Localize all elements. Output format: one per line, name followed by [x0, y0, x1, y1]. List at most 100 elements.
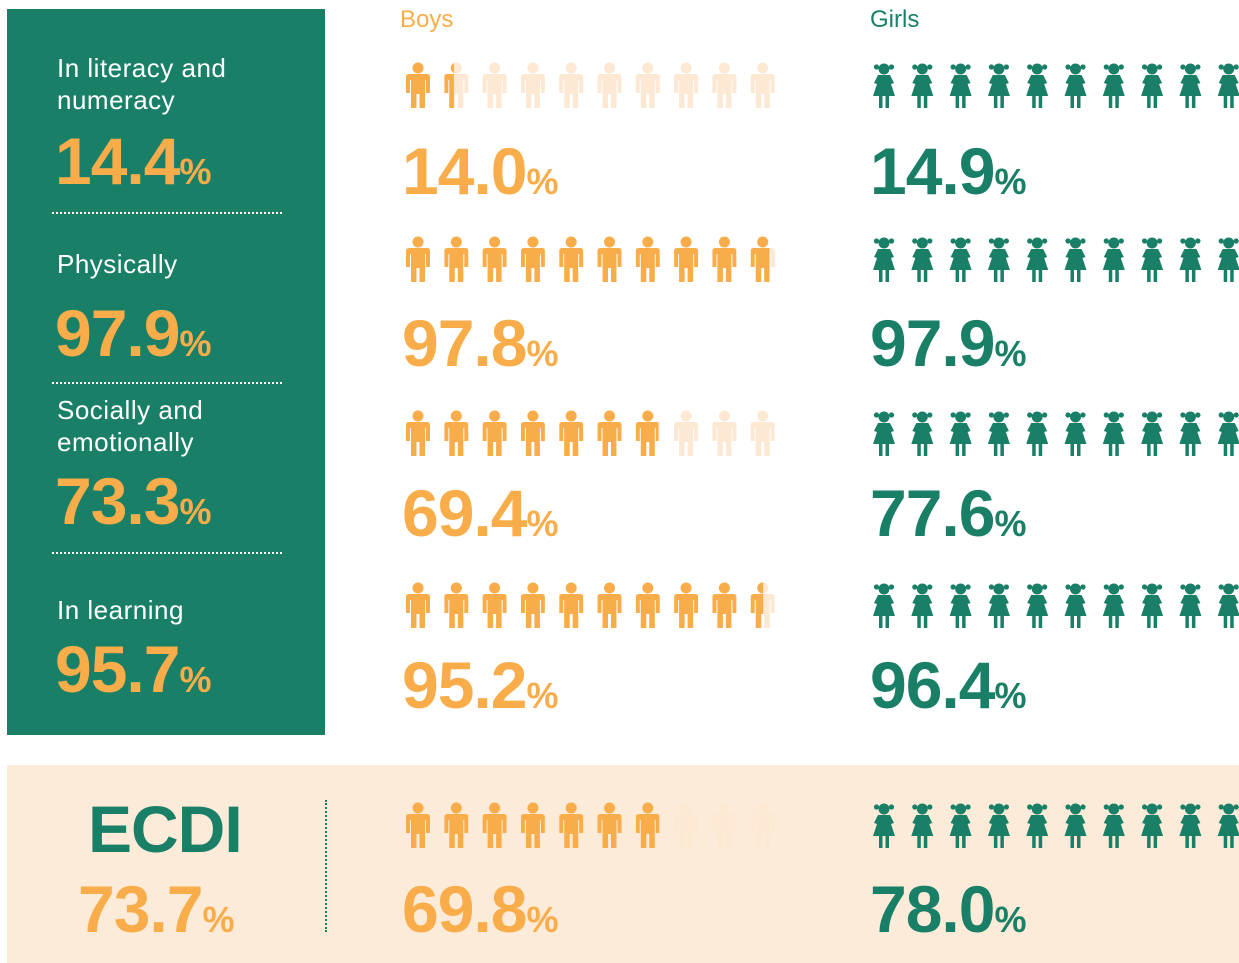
- icon: [1064, 237, 1087, 282]
- icon: [635, 62, 660, 108]
- icon: [597, 236, 622, 282]
- icon: [1026, 583, 1049, 628]
- unit: %: [526, 503, 559, 544]
- domain-label: In literacy and numeracy: [57, 53, 227, 115]
- percentage: 97.8%: [402, 310, 558, 376]
- icon: [1026, 237, 1049, 282]
- percentage: 77.6%: [870, 480, 1026, 546]
- percentage: 69.8%: [402, 876, 558, 942]
- icon: [1179, 63, 1202, 108]
- icon: [1217, 237, 1239, 282]
- value: 97.8: [402, 306, 527, 380]
- icon: [949, 803, 972, 848]
- icon: [674, 582, 699, 628]
- icon: [750, 236, 775, 282]
- value: 69.8: [402, 872, 527, 946]
- icon: [949, 63, 972, 108]
- ecdi-band: [7, 765, 1239, 963]
- icon: [1064, 803, 1087, 848]
- value: 73.3: [55, 464, 180, 538]
- icon: [520, 802, 545, 848]
- icon: [1102, 63, 1125, 108]
- percentage: 73.3%: [55, 468, 211, 534]
- icon: [911, 237, 934, 282]
- percentage: 97.9%: [870, 310, 1026, 376]
- icon: [674, 802, 699, 848]
- icon: [1064, 583, 1087, 628]
- domain-label: In learning: [57, 595, 184, 625]
- boy-icons: [406, 62, 775, 108]
- icon: [1064, 63, 1087, 108]
- icon: [911, 63, 934, 108]
- value: 95.2: [402, 648, 527, 722]
- unit: %: [202, 899, 235, 940]
- icon: [559, 582, 584, 628]
- icon: [444, 62, 469, 108]
- percentage: 95.7%: [55, 636, 211, 702]
- icon: [987, 803, 1010, 848]
- value: 77.6: [870, 476, 995, 550]
- unit: %: [994, 899, 1027, 940]
- icon: [750, 582, 775, 628]
- girl-icons: [873, 803, 1239, 848]
- icon: [1026, 63, 1049, 108]
- value: 73.7: [78, 872, 203, 946]
- icon: [520, 410, 545, 456]
- domain-label: Physically: [57, 249, 178, 279]
- boy-icons: [406, 236, 775, 282]
- value: 97.9: [55, 296, 180, 370]
- boy-icons: [406, 410, 775, 456]
- percentage: 95.2%: [402, 652, 558, 718]
- icon: [1141, 237, 1164, 282]
- icon: [674, 236, 699, 282]
- icon: [750, 410, 775, 456]
- value: 14.0: [402, 134, 527, 208]
- icon: [750, 802, 775, 848]
- icon: [1179, 411, 1202, 456]
- separator: [52, 382, 282, 384]
- icon: [406, 410, 430, 456]
- icon: [1179, 583, 1202, 628]
- percentage: 14.4%: [55, 128, 211, 194]
- icon: [873, 411, 895, 456]
- icon: [482, 62, 507, 108]
- icon: [873, 583, 895, 628]
- percentage: 97.9%: [55, 300, 211, 366]
- icon: [911, 411, 934, 456]
- percentage: 14.9%: [870, 138, 1026, 204]
- icon: [1026, 411, 1049, 456]
- icon: [911, 803, 934, 848]
- icon: [597, 62, 622, 108]
- icon: [987, 237, 1010, 282]
- separator: [325, 800, 327, 932]
- girls-header: Girls: [870, 6, 920, 33]
- icon: [1217, 411, 1239, 456]
- ecdi-label: ECDI: [88, 792, 243, 866]
- unit: %: [526, 161, 559, 202]
- icon: [1217, 63, 1239, 108]
- value: 14.9: [870, 134, 995, 208]
- unit: %: [526, 899, 559, 940]
- icon: [482, 236, 507, 282]
- value: 78.0: [870, 872, 995, 946]
- icon: [635, 236, 660, 282]
- value: 96.4: [870, 648, 995, 722]
- icon: [1064, 411, 1087, 456]
- percentage: 78.0%: [870, 876, 1026, 942]
- girl-icons: [873, 411, 1239, 456]
- girl-icons: [873, 583, 1239, 628]
- icon: [873, 237, 895, 282]
- icon: [444, 802, 469, 848]
- icon: [987, 63, 1010, 108]
- icon: [406, 236, 430, 282]
- icon: [674, 62, 699, 108]
- icon: [911, 583, 934, 628]
- icon: [1179, 237, 1202, 282]
- icon: [635, 582, 660, 628]
- icon: [873, 803, 895, 848]
- icon: [520, 582, 545, 628]
- icon: [559, 236, 584, 282]
- icon: [559, 802, 584, 848]
- unit: %: [179, 151, 212, 192]
- value: 14.4: [55, 124, 180, 198]
